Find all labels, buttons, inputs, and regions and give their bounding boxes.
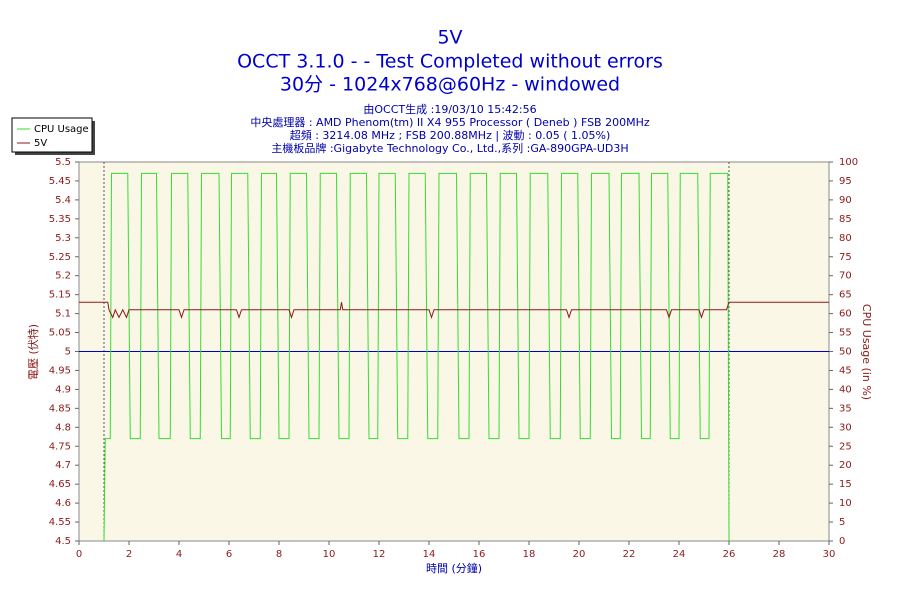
y-tick-label: 5.5 (55, 157, 71, 168)
y2-tick-label: 50 (839, 347, 852, 358)
info-line: 超頻 : 3214.08 MHz ; FSB 200.88MHz | 波動 : … (290, 128, 611, 142)
y2-tick-label: 75 (839, 252, 852, 263)
y2-tick-label: 95 (839, 176, 852, 187)
y-tick-label: 5.25 (49, 252, 71, 263)
y2-tick-label: 15 (839, 479, 852, 490)
y2-tick-label: 0 (839, 536, 845, 547)
y2-tick-label: 20 (839, 460, 852, 471)
y-tick-label: 5.45 (49, 176, 71, 187)
y2-tick-label: 65 (839, 290, 852, 301)
y2-tick-label: 90 (839, 195, 852, 206)
y2-tick-label: 25 (839, 441, 852, 452)
info-line: 主機板品牌 :Gigabyte Technology Co., Ltd.,系列 … (271, 141, 628, 155)
legend (11, 117, 93, 153)
y-tick-label: 5.4 (55, 195, 71, 206)
y2-tick-label: 30 (839, 422, 852, 433)
series-line (79, 301, 829, 319)
y-tick-label: 5.15 (49, 290, 71, 301)
y2-tick-label: 70 (839, 271, 852, 282)
y-tick-label: 5 (65, 347, 71, 358)
y-tick-label: 4.9 (55, 384, 71, 395)
y2-tick-label: 60 (839, 309, 852, 320)
x-tick-label: 6 (226, 549, 232, 560)
x-tick-label: 14 (423, 549, 436, 560)
x-tick-label: 30 (823, 549, 836, 560)
y-tick-label: 4.6 (55, 498, 71, 509)
x-tick-label: 12 (373, 549, 386, 560)
chart-subtitle: 30分 - 1024x768@60Hz - windowed (280, 74, 620, 96)
x-tick-label: 22 (623, 549, 636, 560)
y-tick-label: 5.35 (49, 214, 71, 225)
y2-tick-label: 10 (839, 498, 852, 509)
y-tick-label: 4.55 (49, 517, 71, 528)
y-tick-label: 4.85 (49, 403, 71, 414)
y2-tick-label: 40 (839, 384, 852, 395)
x-tick-label: 24 (673, 549, 686, 560)
y-tick-label: 5.1 (55, 309, 71, 320)
y-tick-label: 4.8 (55, 422, 71, 433)
x-tick-label: 4 (176, 549, 182, 560)
x-tick-label: 18 (523, 549, 536, 560)
y-tick-label: 5.2 (55, 271, 71, 282)
x-tick-label: 28 (773, 549, 786, 560)
x-tick-label: 8 (276, 549, 282, 560)
chart-title: 5V (437, 27, 462, 49)
y2-tick-label: 35 (839, 403, 852, 414)
y2-tick-label: 80 (839, 233, 852, 244)
y2-tick-label: 100 (839, 157, 858, 168)
y-tick-label: 5.3 (55, 233, 71, 244)
x-tick-label: 2 (126, 549, 132, 560)
y2-tick-label: 85 (839, 214, 852, 225)
series-line (103, 172, 730, 542)
y-tick-label: 5.05 (49, 328, 71, 339)
y-tick-label: 4.75 (49, 441, 71, 452)
x-tick-label: 10 (323, 549, 336, 560)
x-axis-title: 時間 (分鐘) (426, 561, 482, 575)
chart-subtitle: OCCT 3.1.0 - - Test Completed without er… (237, 51, 663, 73)
info-line: 由OCCT生成 :19/03/10 15:42:56 (363, 102, 536, 116)
y-tick-label: 4.95 (49, 365, 71, 376)
y2-tick-label: 5 (839, 517, 845, 528)
y2-axis-title: CPU Usage (in %) (860, 304, 873, 400)
legend-label: 5V (34, 138, 47, 149)
y-tick-label: 4.7 (55, 460, 71, 471)
info-line: 中央處理器 : AMD Phenom(tm) II X4 955 Process… (250, 115, 650, 129)
y-tick-label: 4.65 (49, 479, 71, 490)
legend-label: CPU Usage (34, 124, 89, 135)
y-tick-label: 4.5 (55, 536, 71, 547)
x-tick-label: 26 (723, 549, 736, 560)
x-tick-label: 20 (573, 549, 586, 560)
y-axis-title: 電壓 (伏特) (26, 324, 40, 380)
y2-tick-label: 45 (839, 365, 852, 376)
x-tick-label: 16 (473, 549, 486, 560)
y2-tick-label: 55 (839, 328, 852, 339)
x-tick-label: 0 (76, 549, 82, 560)
